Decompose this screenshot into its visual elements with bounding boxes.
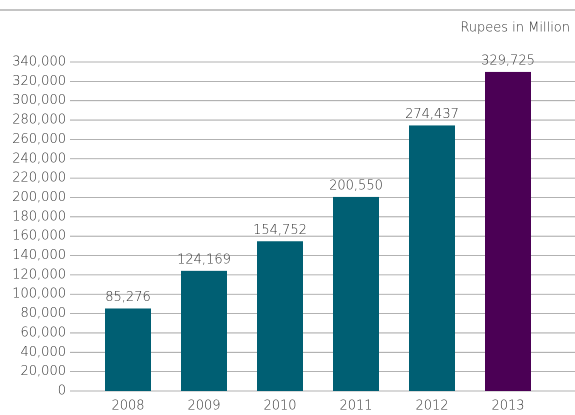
y-tick-label: 220,000 bbox=[12, 171, 66, 186]
data-label: 200,550 bbox=[329, 178, 383, 193]
chart-subtitle: Rupees in Million bbox=[460, 21, 570, 36]
data-label: 124,169 bbox=[177, 252, 231, 267]
x-tick-label: 2010 bbox=[263, 399, 296, 414]
bar bbox=[409, 125, 455, 392]
bar bbox=[333, 196, 379, 391]
bar bbox=[485, 71, 531, 392]
y-tick-label: 300,000 bbox=[12, 93, 66, 108]
y-tick-label: 200,000 bbox=[12, 190, 66, 205]
y-tick-label: 60,000 bbox=[21, 325, 67, 340]
y-tick-label: 260,000 bbox=[12, 132, 66, 147]
y-tick-label: 20,000 bbox=[21, 364, 67, 379]
bar bbox=[257, 241, 303, 391]
y-tick-label: 120,000 bbox=[12, 267, 66, 282]
bar bbox=[105, 308, 151, 391]
x-tick-label: 2012 bbox=[415, 399, 448, 414]
y-tick-label: 320,000 bbox=[12, 74, 66, 89]
y-tick-label: 240,000 bbox=[12, 151, 66, 166]
y-tick-label: 100,000 bbox=[12, 287, 66, 302]
y-tick-label: 160,000 bbox=[12, 229, 66, 244]
y-tick-label: 140,000 bbox=[12, 248, 66, 263]
y-tick-label: 280,000 bbox=[12, 113, 66, 128]
x-tick-label: 2013 bbox=[491, 399, 524, 414]
y-tick-label: 40,000 bbox=[21, 345, 67, 360]
x-tick-label: 2008 bbox=[111, 399, 144, 414]
y-tick-label: 180,000 bbox=[12, 209, 66, 224]
data-label: 274,437 bbox=[405, 107, 459, 122]
y-tick-label: 80,000 bbox=[21, 306, 67, 321]
y-tick-label: 340,000 bbox=[12, 55, 66, 70]
bar bbox=[181, 270, 227, 391]
x-tick-label: 2009 bbox=[187, 399, 220, 414]
data-label: 329,725 bbox=[481, 53, 535, 68]
data-label: 85,276 bbox=[105, 290, 151, 305]
x-tick-label: 2011 bbox=[339, 399, 372, 414]
data-label: 154,752 bbox=[253, 223, 307, 238]
y-tick-label: 0 bbox=[58, 384, 66, 399]
